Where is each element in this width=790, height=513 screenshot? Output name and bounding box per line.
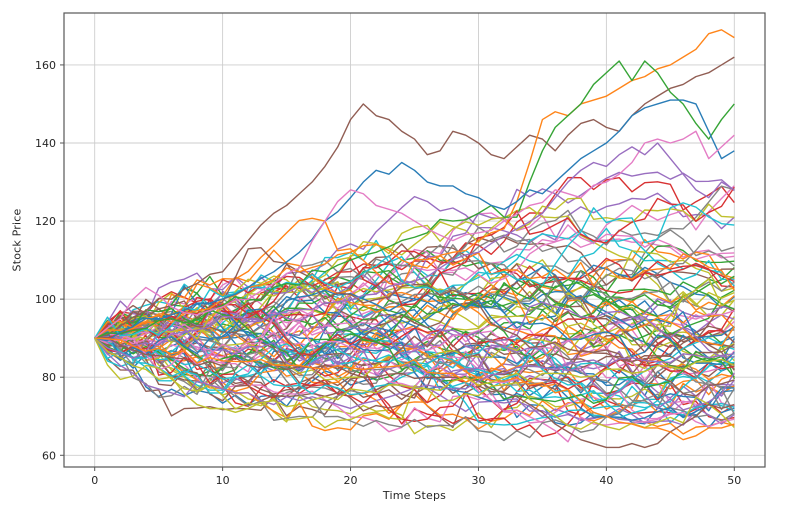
y-tick-label: 140 (35, 137, 56, 150)
x-tick-label: 10 (216, 474, 230, 487)
stock-path (94, 274, 735, 370)
simulation-paths (94, 29, 735, 449)
stock-path-orange-low-diver (94, 337, 735, 441)
stock-path (94, 197, 735, 340)
y-tick-label: 120 (35, 215, 56, 228)
y-axis-label: Stock Price (10, 208, 24, 272)
x-tick-label: 0 (91, 474, 98, 487)
stock-path (94, 317, 735, 411)
stock-path (94, 325, 735, 415)
stock-path (94, 266, 735, 369)
stock-path (94, 246, 735, 397)
stock-path (94, 171, 735, 339)
stock-path-green-high-runner (94, 60, 735, 339)
stock-path (94, 250, 735, 354)
stock-path (94, 186, 735, 339)
stock-path-olive-low-early (94, 337, 735, 414)
stock-path (94, 337, 735, 442)
stock-path (94, 185, 735, 353)
x-tick-label: 20 (344, 474, 358, 487)
stock-path-pink-mid-runner (94, 130, 735, 339)
stock-path (94, 337, 735, 431)
stock-path (94, 301, 735, 358)
stock-path (94, 217, 735, 339)
stock-path (94, 243, 735, 348)
y-tick-label: 60 (42, 449, 56, 462)
y-tick-label: 80 (42, 371, 56, 384)
axes-spines (63, 12, 766, 468)
y-tick-label: 100 (35, 293, 56, 306)
stock-path (94, 326, 735, 382)
stock-path-brown-low-diver (94, 336, 735, 449)
stock-path (94, 224, 735, 373)
stock-path (94, 308, 735, 391)
stock-path (94, 278, 735, 371)
stock-path (94, 249, 735, 357)
x-axis-label: Time Steps (382, 489, 447, 502)
stock-path (94, 176, 735, 339)
x-tick-label: 50 (727, 474, 741, 487)
stock-path-purple-late-riser (94, 142, 735, 347)
tick-marks (60, 64, 735, 471)
stock-path-blue-high-runner (94, 99, 735, 342)
tick-labels: 0 10 20 30 40 50 60 80 100 120 140 160 (35, 59, 741, 487)
x-tick-label: 30 (471, 474, 485, 487)
stock-path (94, 279, 735, 353)
x-tick-label: 40 (599, 474, 613, 487)
stock-path (94, 307, 735, 404)
y-tick-label: 160 (35, 59, 56, 72)
stock-path-orange-top-runner (94, 29, 735, 339)
